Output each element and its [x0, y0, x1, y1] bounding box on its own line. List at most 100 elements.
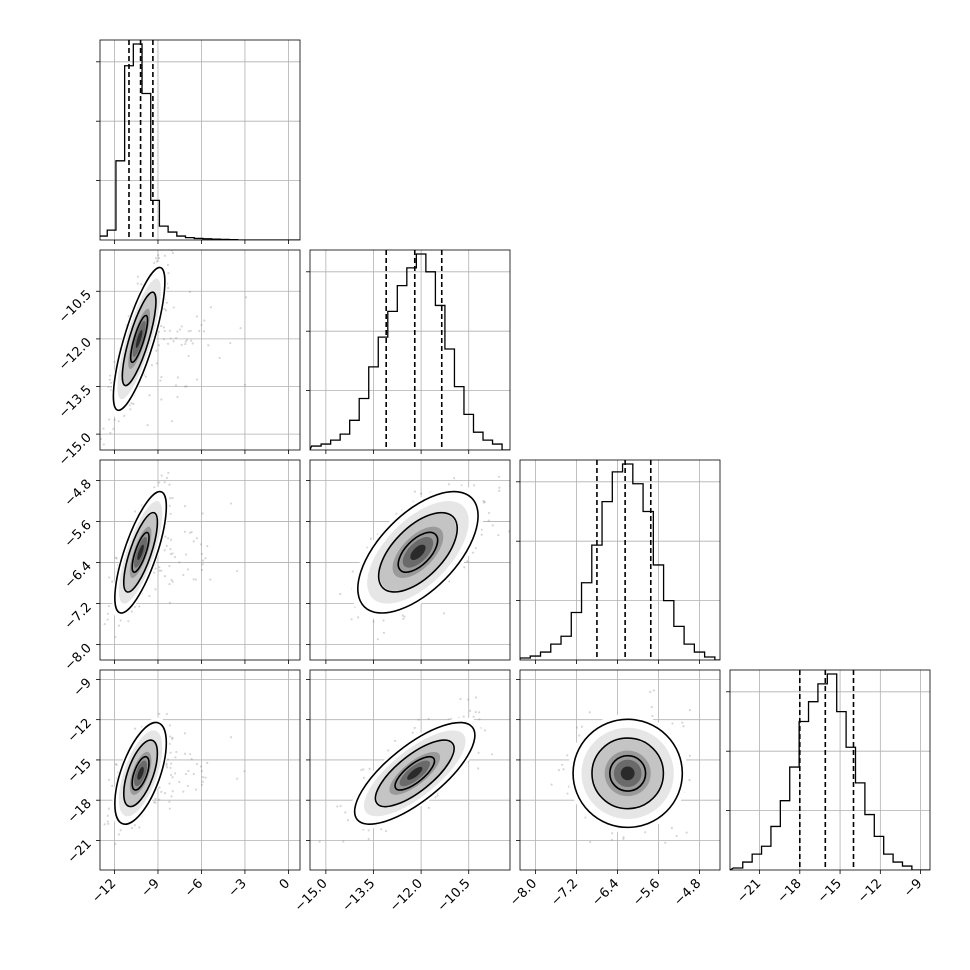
scatter-point [195, 762, 198, 766]
scatter-point [153, 261, 156, 264]
scatter-point [462, 715, 465, 718]
scatter-point [167, 271, 170, 275]
scatter-point [108, 418, 111, 421]
scatter-point [115, 557, 118, 560]
scatter-point [136, 282, 139, 285]
scatter-point [106, 820, 109, 823]
scatter-point [169, 735, 172, 738]
scatter-point [154, 567, 157, 570]
scatter-point [169, 548, 172, 551]
scatter-point [157, 253, 160, 257]
histogram-panel [520, 460, 720, 660]
scatter-point [192, 578, 195, 581]
scatter-point [166, 263, 170, 267]
scatter-point [164, 535, 167, 538]
scatter-point [129, 408, 132, 411]
scatter-point [119, 619, 122, 622]
scatter-point [192, 540, 195, 543]
scatter-point [163, 481, 166, 484]
scatter-point [199, 765, 203, 768]
scatter-point [186, 784, 189, 788]
scatter-point [168, 564, 171, 568]
scatter-point [168, 583, 171, 586]
scatter-point [171, 790, 174, 793]
scatter-point [155, 260, 158, 263]
y-tick-label: −6.4 [62, 559, 95, 592]
contour-line [129, 314, 149, 364]
scatter-point [114, 762, 118, 766]
contour-line [122, 511, 159, 593]
scatter-point [150, 364, 154, 367]
scatter-point [175, 750, 178, 754]
scatter-point [171, 776, 174, 779]
scatter-point [154, 797, 157, 801]
scatter-point [133, 510, 137, 513]
scatter-point [171, 580, 174, 583]
scatter-point [158, 569, 161, 572]
scatter-point [169, 766, 172, 770]
scatter-point [189, 329, 192, 332]
scatter-point [376, 638, 379, 641]
scatter-point [155, 362, 159, 365]
scatter-point [107, 807, 110, 810]
scatter-point [453, 477, 456, 480]
scatter-point [162, 338, 166, 341]
scatter-point [183, 530, 187, 533]
scatter-point [229, 502, 233, 505]
scatter-point [115, 763, 118, 767]
y-tick-label: −13.5 [56, 383, 95, 422]
scatter-point [109, 431, 112, 435]
x-tick-label: −18 [775, 876, 805, 906]
scatter-point [108, 576, 111, 579]
histogram-step [520, 463, 720, 660]
scatter-point [395, 512, 398, 515]
y-tick-label: −7.2 [62, 600, 95, 633]
scatter-point [107, 822, 110, 825]
scatter-point [106, 612, 109, 615]
scatter-point [380, 828, 383, 831]
contour-line [114, 721, 168, 825]
x-tick-label: −12 [855, 876, 885, 906]
scatter-point [127, 620, 130, 623]
scatter-point [163, 575, 167, 578]
scatter-point [350, 618, 353, 621]
scatter-point [102, 443, 105, 446]
scatter-point [174, 772, 177, 775]
scatter-point [244, 296, 248, 299]
scatter-point [158, 786, 161, 789]
panel-frame [309, 459, 511, 661]
scatter-point [483, 501, 486, 504]
scatter-point [463, 566, 466, 569]
scatter-point [195, 378, 199, 381]
scatter-point [183, 385, 187, 388]
scatter-point [117, 420, 120, 423]
scatter-point [187, 354, 190, 358]
scatter-point [182, 790, 185, 793]
scatter-point [236, 777, 239, 780]
scatter-point [166, 342, 170, 345]
scatter-point [229, 736, 233, 739]
scatter-point [184, 553, 188, 556]
scatter-point [169, 337, 172, 340]
density-shade [137, 544, 144, 560]
density-shade [135, 329, 143, 348]
scatter-point [170, 578, 173, 582]
scatter-point [100, 437, 102, 441]
scatter-point [175, 336, 178, 340]
scatter-point [403, 615, 406, 618]
scatter-point [163, 329, 166, 333]
scatter-point [198, 329, 201, 333]
scatter-point [166, 766, 169, 769]
scatter-point [102, 427, 105, 430]
scatter-point [114, 556, 118, 559]
scatter-point [170, 795, 173, 798]
scatter-point [174, 555, 177, 559]
scatter-point [107, 385, 110, 389]
scatter-point [108, 378, 111, 381]
scatter-point [165, 476, 169, 480]
scatter-point [172, 306, 175, 309]
y-tick-label: −18 [65, 796, 95, 826]
scatter-point [160, 376, 163, 379]
panel-frame [99, 459, 301, 661]
scatter-point [482, 500, 485, 503]
